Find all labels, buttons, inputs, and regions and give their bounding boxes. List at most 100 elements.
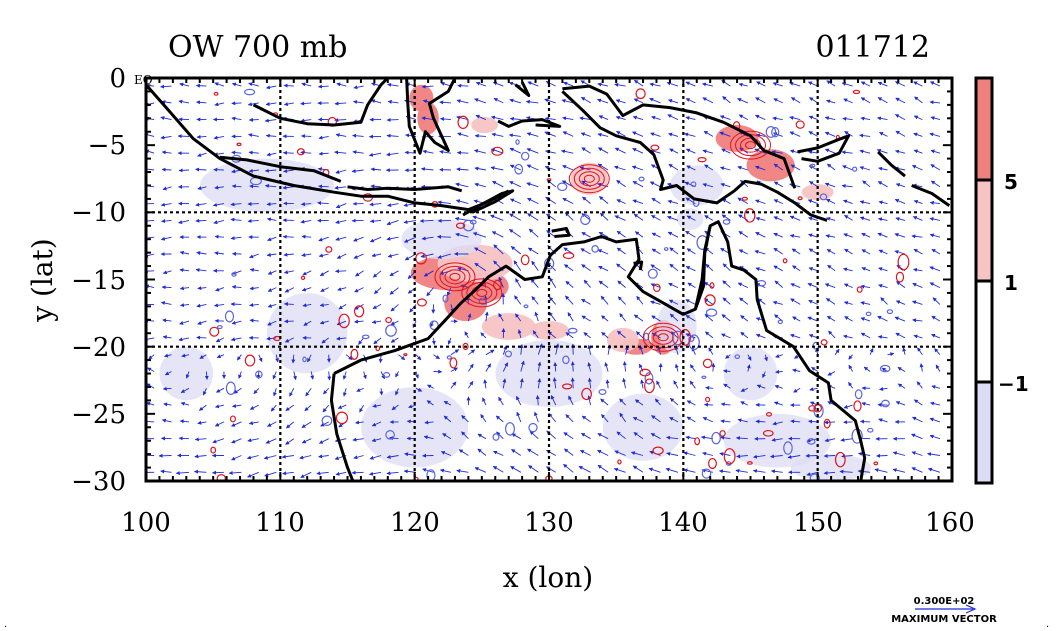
wind-vector — [267, 236, 277, 242]
wind-vector — [197, 186, 207, 191]
wind-vector — [495, 415, 504, 423]
ow-contour — [461, 278, 503, 308]
wind-vector — [913, 81, 923, 87]
wind-vector — [373, 337, 382, 345]
ow-contour — [562, 252, 575, 260]
wind-vector — [249, 404, 260, 410]
wind-vector — [549, 277, 557, 288]
wind-vector — [437, 253, 452, 259]
wind-vector — [929, 81, 941, 87]
ow-contour — [478, 297, 488, 305]
wind-vector — [359, 404, 364, 413]
wind-vector — [490, 166, 504, 171]
wind-vector — [913, 248, 923, 255]
wind-vector — [550, 395, 557, 406]
wind-vector — [247, 219, 259, 223]
wind-vector — [876, 453, 888, 458]
wind-vector — [362, 371, 367, 380]
wind-vector — [632, 465, 644, 473]
wind-vector — [616, 431, 626, 440]
wind-vector — [930, 180, 941, 188]
wind-vector — [437, 218, 451, 223]
wind-vector — [395, 371, 399, 378]
wind-vector — [633, 79, 644, 87]
wind-vector — [162, 270, 172, 275]
wind-vector — [869, 348, 874, 355]
wind-vector — [755, 199, 766, 205]
wind-vector — [756, 81, 766, 87]
wind-vector — [704, 313, 714, 322]
wind-vector — [284, 337, 294, 343]
wind-vector — [689, 364, 696, 372]
ow-contour — [808, 405, 817, 412]
wind-vector — [386, 454, 399, 459]
wind-vector — [597, 249, 609, 255]
wind-vector — [580, 432, 591, 440]
wind-vector — [861, 267, 871, 272]
y-tick-label: −30 — [71, 467, 126, 497]
wind-vector — [843, 199, 853, 205]
wind-vector — [335, 269, 347, 274]
wind-vector — [789, 81, 801, 87]
wind-vector — [146, 337, 155, 342]
wind-vector — [231, 320, 242, 325]
wind-vector — [930, 116, 941, 121]
wind-vector — [386, 219, 399, 226]
coastline — [146, 83, 510, 212]
ow-contour — [216, 474, 226, 481]
ow-contour — [783, 441, 793, 455]
colorbar-level-high — [976, 78, 992, 180]
wind-vector — [859, 166, 871, 171]
wind-vector — [565, 414, 574, 423]
ow-contour — [504, 350, 513, 358]
wind-vector — [722, 280, 731, 288]
wind-vector — [214, 185, 224, 190]
wind-vector — [581, 147, 591, 154]
wind-vector — [284, 287, 295, 293]
wind-vector — [859, 216, 871, 221]
wind-vector — [774, 384, 783, 389]
wind-vector — [450, 367, 458, 372]
ow-contour — [856, 286, 863, 293]
ow-shaded-region — [401, 219, 482, 260]
y-tick-label: −5 — [88, 131, 126, 161]
ow-contour — [690, 181, 697, 187]
wind-vector — [809, 181, 818, 188]
wind-vector — [300, 101, 312, 106]
wind-vector — [740, 315, 749, 322]
wind-vector — [442, 433, 452, 440]
wind-vector — [282, 185, 294, 190]
wind-vector — [515, 313, 522, 322]
ow-shaded-region — [471, 116, 498, 134]
wind-vector — [775, 354, 783, 358]
wind-vector — [335, 471, 347, 476]
wind-vector — [273, 388, 277, 397]
wind-vector — [892, 468, 906, 473]
ow-contour — [694, 437, 701, 446]
wind-vector — [565, 280, 574, 288]
wind-vector — [723, 369, 731, 374]
wind-vector — [161, 418, 172, 423]
wind-vector — [634, 399, 644, 406]
x-tick-label: 150 — [793, 508, 843, 538]
wind-vector — [704, 215, 714, 221]
ow-contour — [873, 461, 879, 466]
wind-vector — [248, 421, 259, 426]
wind-vector — [568, 395, 574, 406]
wind-vector — [199, 354, 207, 359]
ow-contour — [852, 89, 861, 95]
wind-vector — [282, 234, 294, 239]
ow-contour — [229, 415, 237, 423]
ow-contour — [231, 272, 237, 277]
wind-vector — [514, 295, 522, 305]
wind-vector — [415, 387, 423, 392]
wind-vector — [913, 199, 923, 205]
y-axis-labels: 0 −5 −10 −15 −20 −25 −30 — [71, 64, 126, 497]
wind-vector — [622, 377, 627, 389]
wind-vector — [336, 253, 347, 259]
colorbar-level-neutral — [976, 281, 992, 382]
wind-vector — [162, 318, 172, 323]
ow-contour — [353, 305, 365, 318]
wind-vector — [913, 115, 923, 121]
wind-vector — [667, 199, 679, 205]
